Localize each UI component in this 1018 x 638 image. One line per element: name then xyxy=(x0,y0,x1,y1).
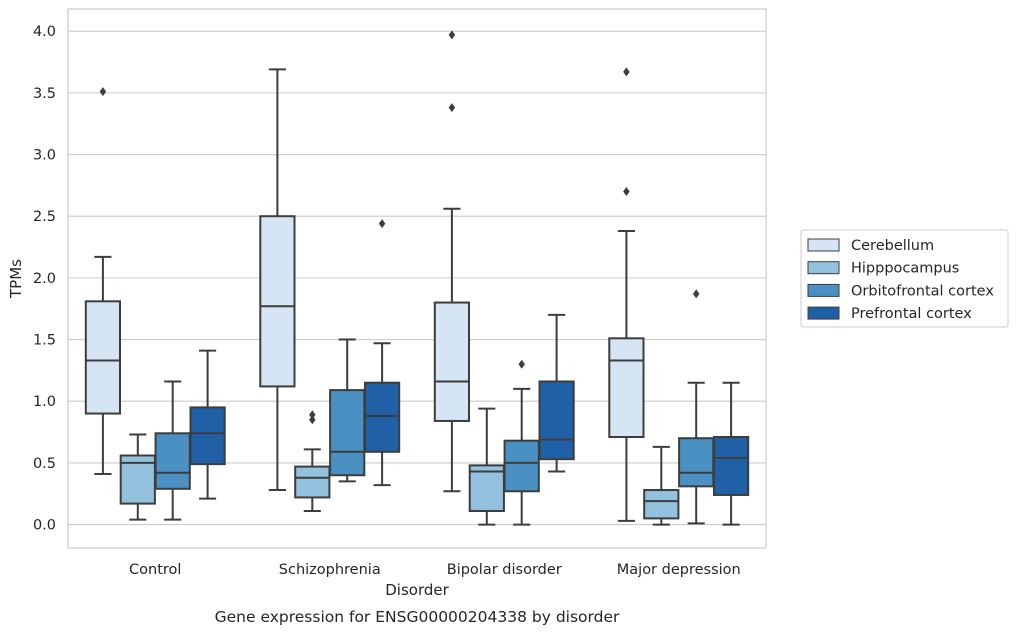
legend-swatch xyxy=(807,306,840,320)
box xyxy=(712,435,750,496)
y-tick-label: 0.5 xyxy=(33,456,56,472)
legend-swatch xyxy=(807,283,840,297)
outlier-point xyxy=(448,103,456,113)
outlier-point xyxy=(623,187,630,197)
plot-frame xyxy=(67,8,767,549)
legend-swatch xyxy=(807,261,840,275)
box xyxy=(84,300,122,415)
x-axis-label: Disorder xyxy=(385,581,449,599)
box xyxy=(154,432,191,490)
box-group xyxy=(433,30,575,526)
y-tick-label: 1.0 xyxy=(33,394,56,410)
outlier-point xyxy=(309,415,316,425)
x-tick-label: Schizophrenia xyxy=(279,562,381,578)
legend-item: Orbitofrontal cortex xyxy=(807,283,994,299)
box xyxy=(329,389,366,477)
legend-label: Hipppocampus xyxy=(851,261,959,277)
outlier-point xyxy=(309,410,316,420)
legend-item: Cerebellum xyxy=(807,238,934,254)
y-tick-label: 4.0 xyxy=(33,24,56,40)
legend-box xyxy=(800,229,1009,328)
box xyxy=(608,337,645,438)
x-tick-label: Major depression xyxy=(617,562,741,578)
y-tick-label: 3.0 xyxy=(33,148,56,164)
legend-label: Orbitofrontal cortex xyxy=(851,283,994,299)
legend-label: Prefrontal cortex xyxy=(851,306,972,322)
box xyxy=(189,406,226,466)
y-tick-label: 2.5 xyxy=(33,209,56,225)
y-tick-labels: 0.0 0.5 1.0 1.5 2.0 2.5 3.0 3.5 4.0 xyxy=(33,24,56,533)
outlier-point xyxy=(623,67,630,77)
legend: Cerebellum Hipppocampus Orbitofrontal cort… xyxy=(800,229,1009,328)
y-tick-label: 2.0 xyxy=(33,271,56,287)
box xyxy=(259,215,296,388)
box xyxy=(294,465,331,499)
legend-item: Prefrontal cortex xyxy=(807,306,972,322)
chart-caption: Gene expression for ENSG00000204338 by d… xyxy=(215,608,620,626)
box xyxy=(678,437,715,488)
outlier-point xyxy=(692,289,700,299)
box xyxy=(363,381,401,453)
box-layer xyxy=(84,30,750,526)
x-tick-label: Bipolar disorder xyxy=(447,562,562,578)
y-tick-label: 1.5 xyxy=(33,333,56,349)
outlier-point xyxy=(518,359,525,369)
x-tick-label: Control xyxy=(129,562,181,578)
legend-swatch xyxy=(807,238,840,252)
box-group xyxy=(608,67,750,526)
outlier-point xyxy=(448,30,456,40)
legend-label: Cerebellum xyxy=(851,238,934,254)
y-tick-label: 0.0 xyxy=(33,518,56,534)
x-tick-labels: Control Schizophrenia Bipolar disorder Majo… xyxy=(129,562,741,578)
box-group xyxy=(84,87,226,521)
y-axis-label: TPMs xyxy=(7,259,25,299)
box xyxy=(643,489,680,520)
box-group xyxy=(259,68,401,512)
box xyxy=(538,380,575,461)
box xyxy=(433,301,471,422)
gridlines xyxy=(68,30,766,526)
outlier-point xyxy=(378,219,386,229)
outlier-point xyxy=(99,87,107,97)
legend-item: Hipppocampus xyxy=(807,261,959,277)
y-tick-label: 3.5 xyxy=(33,86,56,102)
box xyxy=(503,439,540,493)
